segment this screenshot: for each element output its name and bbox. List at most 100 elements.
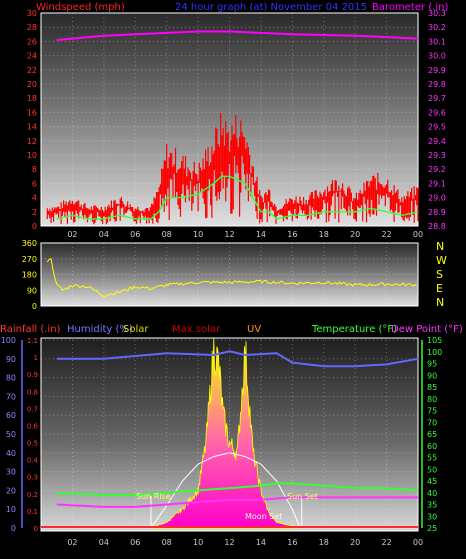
- rainfall-tick-label: 0.9: [27, 371, 38, 379]
- humidity-series: [56, 350, 419, 368]
- legend-temperature: Temperature (°F): [311, 324, 397, 335]
- legend-dew-point: Dew Point (°F): [391, 324, 463, 335]
- solar-series: [150, 337, 301, 529]
- x-tick-label: 00: [413, 230, 423, 239]
- wind-tick-label: 12: [27, 137, 37, 146]
- barometer-tick-label: 29.7: [428, 94, 446, 103]
- x-tick-label: 06: [130, 538, 140, 547]
- x-tick-label: 22: [381, 230, 391, 239]
- x-tick-label: 22: [381, 538, 391, 547]
- x-tick-label: 14: [256, 230, 266, 239]
- temperature-tick-label: 45: [427, 477, 437, 486]
- legend-rainfall: Rainfall (.in): [0, 324, 61, 335]
- temperature-tick-label: 55: [427, 454, 437, 463]
- temperature-tick-label: 95: [427, 360, 437, 369]
- compass-label: N: [436, 296, 444, 309]
- direction-tick-label: 360: [22, 239, 37, 248]
- humidity-tick-label: 40: [6, 449, 16, 458]
- sun-set-label: Sun Set: [287, 492, 318, 501]
- wind-tick-label: 4: [32, 194, 37, 203]
- temperature-tick-label: 105: [427, 336, 442, 345]
- sun-rise-label: Sun Rise: [136, 492, 171, 501]
- x-tick-label: 10: [193, 538, 203, 547]
- wind-tick-label: 26: [27, 37, 37, 46]
- x-tick-label: 02: [67, 538, 77, 547]
- x-tick-label: 12: [224, 538, 234, 547]
- x-tick-label: 12: [224, 230, 234, 239]
- legend-humidity: Humidity (%): [67, 324, 133, 335]
- barometer-tick-label: 29.8: [428, 80, 446, 89]
- barometer-tick-label: 29.4: [428, 137, 446, 146]
- x-tick-label: 00: [413, 538, 423, 547]
- x-tick-label: 20: [350, 230, 360, 239]
- x-tick-label: 10: [193, 230, 203, 239]
- max-solar-series: [150, 452, 301, 529]
- direction-tick-label: 270: [22, 255, 37, 264]
- barometer-axis-label: Barometer (.in): [372, 2, 448, 13]
- wind-tick-label: 16: [27, 108, 37, 117]
- legend-uv: UV: [247, 324, 261, 335]
- rainfall-tick-label: 1: [34, 354, 38, 362]
- wind-panel: [40, 12, 419, 227]
- temperature-tick-label: 65: [427, 430, 437, 439]
- wind-tick-label: 10: [27, 151, 37, 160]
- wind-tick-label: 24: [27, 52, 37, 61]
- barometer-tick-label: 30.3: [428, 9, 446, 18]
- humidity-tick-label: 100: [1, 336, 16, 345]
- legend-max-solar: Max solar: [172, 324, 221, 335]
- rainfall-tick-label: 0.3: [27, 474, 38, 482]
- barometer-tick-label: 29.6: [428, 108, 446, 117]
- direction-tick-label: 90: [27, 286, 37, 295]
- direction-panel: [40, 242, 419, 307]
- rainfall-tick-label: 0.4: [27, 457, 39, 465]
- x-tick-label: 04: [99, 538, 109, 547]
- wind-tick-label: 22: [27, 66, 37, 75]
- x-tick-label: 18: [319, 538, 329, 547]
- wind-tick-label: 30: [27, 9, 37, 18]
- temperature-tick-label: 70: [427, 418, 437, 427]
- rainfall-tick-label: 0.6: [27, 422, 39, 430]
- temperature-tick-label: 85: [427, 383, 437, 392]
- humidity-tick-label: 60: [6, 411, 16, 420]
- compass-label: S: [436, 268, 443, 281]
- rainfall-tick-label: 0.7: [27, 405, 38, 413]
- temperature-tick-label: 35: [427, 501, 437, 510]
- x-tick-label: 16: [287, 230, 297, 239]
- wind-tick-label: 28: [27, 23, 37, 32]
- wind-tick-label: 18: [27, 94, 37, 103]
- barometer-tick-label: 30.2: [428, 23, 446, 32]
- humidity-tick-label: 50: [6, 430, 16, 439]
- x-tick-label: 20: [350, 538, 360, 547]
- temperature-tick-label: 100: [427, 348, 442, 357]
- compass-label: N: [436, 240, 444, 253]
- rainfall-tick-label: 0: [34, 525, 38, 533]
- rainfall-tick-label: 0.1: [27, 508, 38, 516]
- wind-tick-label: 6: [32, 179, 37, 188]
- humidity-tick-label: 20: [6, 486, 16, 495]
- x-tick-label: 18: [319, 230, 329, 239]
- temperature-tick-label: 30: [427, 512, 437, 521]
- wind-tick-label: 2: [32, 208, 37, 217]
- temperature-tick-label: 75: [427, 407, 437, 416]
- direction-tick-label: 180: [22, 271, 37, 280]
- rainfall-tick-label: 0.2: [27, 491, 38, 499]
- humidity-tick-label: 0: [11, 524, 16, 533]
- temperature-tick-label: 50: [427, 465, 437, 474]
- x-tick-label: 06: [130, 230, 140, 239]
- wind-tick-label: 8: [32, 165, 37, 174]
- humidity-tick-label: 80: [6, 374, 16, 383]
- temperature-series: [56, 482, 419, 497]
- humidity-tick-label: 30: [6, 468, 16, 477]
- windspeed-axis-label: Windspeed (mph): [36, 2, 125, 13]
- barometer-tick-label: 28.9: [428, 208, 446, 217]
- rainfall-tick-label: 1.1: [27, 337, 38, 345]
- barometer-tick-label: 28.8: [428, 222, 446, 231]
- wind-tick-label: 14: [27, 123, 37, 132]
- chart-marks: 02468101214161820222426283028.828.929.02…: [1, 9, 447, 547]
- rainfall-tick-label: 0.5: [27, 440, 38, 448]
- x-tick-label: 08: [162, 538, 172, 547]
- barometer-tick-label: 29.2: [428, 165, 446, 174]
- humidity-tick-label: 10: [6, 505, 16, 514]
